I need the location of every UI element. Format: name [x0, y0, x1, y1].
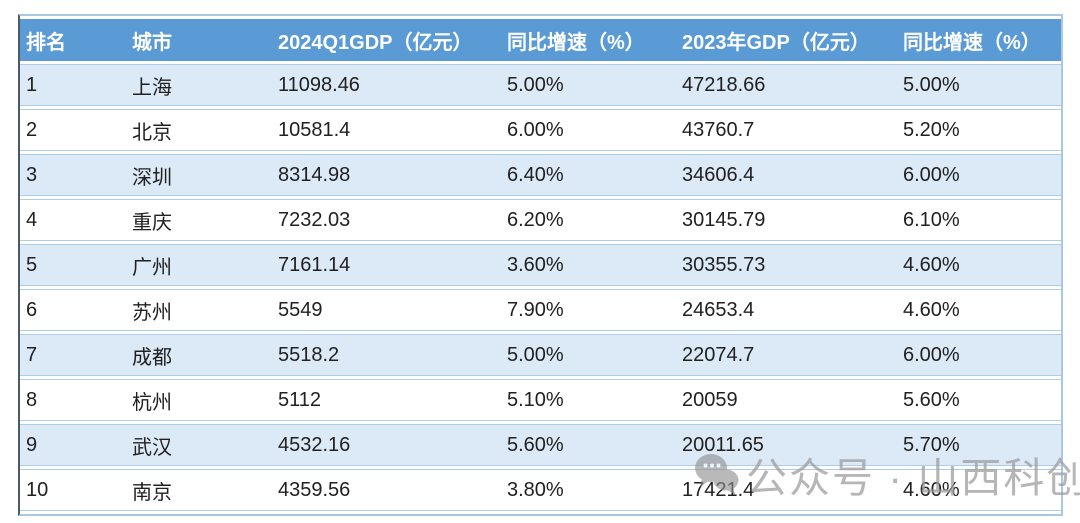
gdp23-cell: 24653.4	[676, 289, 897, 331]
gdp23-cell: 20059	[676, 379, 897, 421]
gdp24-cell: 5549	[272, 289, 501, 331]
yoy23-cell: 5.70%	[897, 424, 1061, 466]
yoy23-cell: 5.20%	[897, 109, 1061, 151]
yoy24-cell: 6.00%	[501, 109, 676, 151]
city-cell: 上海	[126, 64, 272, 106]
gdp-table: 排名 城市 2024Q1GDP（亿元） 同比增速（%） 2023年GDP（亿元）…	[18, 14, 1063, 516]
gdp24-cell: 7161.14	[272, 244, 501, 286]
gdp24-cell: 4532.16	[272, 424, 501, 466]
rank-cell: 9	[20, 424, 126, 466]
table-row: 1 上海 11098.46 5.00% 47218.66 5.00%	[20, 64, 1061, 106]
table-row: 5 广州 7161.14 3.60% 30355.73 4.60%	[20, 244, 1061, 286]
yoy24-cell: 5.10%	[501, 379, 676, 421]
table-row: 7 成都 5518.2 5.00% 22074.7 6.00%	[20, 334, 1061, 376]
table-row: 10 南京 4359.56 3.80% 17421.4 4.60%	[20, 469, 1061, 511]
gdp23-cell: 22074.7	[676, 334, 897, 376]
gdp23-cell: 43760.7	[676, 109, 897, 151]
gdp24-cell: 7232.03	[272, 199, 501, 241]
rank-cell: 6	[20, 289, 126, 331]
city-cell: 杭州	[126, 379, 272, 421]
rank-cell: 8	[20, 379, 126, 421]
city-cell: 武汉	[126, 424, 272, 466]
yoy23-cell: 4.60%	[897, 289, 1061, 331]
gdp23-cell: 30145.79	[676, 199, 897, 241]
col-header-gdp-2024q1: 2024Q1GDP（亿元）	[272, 19, 501, 61]
city-cell: 北京	[126, 109, 272, 151]
gdp23-cell: 20011.65	[676, 424, 897, 466]
col-header-rank: 排名	[20, 19, 126, 61]
rank-cell: 4	[20, 199, 126, 241]
yoy24-cell: 7.90%	[501, 289, 676, 331]
yoy24-cell: 6.20%	[501, 199, 676, 241]
rank-cell: 10	[20, 469, 126, 511]
col-header-city: 城市	[126, 19, 272, 61]
table-row: 9 武汉 4532.16 5.60% 20011.65 5.70%	[20, 424, 1061, 466]
col-header-yoy-2024: 同比增速（%）	[501, 19, 676, 61]
gdp24-cell: 5112	[272, 379, 501, 421]
gdp24-cell: 10581.4	[272, 109, 501, 151]
table-row: 8 杭州 5112 5.10% 20059 5.60%	[20, 379, 1061, 421]
city-cell: 南京	[126, 469, 272, 511]
yoy24-cell: 5.00%	[501, 334, 676, 376]
table-row: 2 北京 10581.4 6.00% 43760.7 5.20%	[20, 109, 1061, 151]
yoy24-cell: 5.60%	[501, 424, 676, 466]
yoy23-cell: 4.60%	[897, 469, 1061, 511]
yoy23-cell: 6.10%	[897, 199, 1061, 241]
rank-cell: 1	[20, 64, 126, 106]
gdp23-cell: 30355.73	[676, 244, 897, 286]
table-row: 4 重庆 7232.03 6.20% 30145.79 6.10%	[20, 199, 1061, 241]
gdp24-cell: 4359.56	[272, 469, 501, 511]
yoy23-cell: 4.60%	[897, 244, 1061, 286]
gdp23-cell: 34606.4	[676, 154, 897, 196]
city-cell: 重庆	[126, 199, 272, 241]
header-row: 排名 城市 2024Q1GDP（亿元） 同比增速（%） 2023年GDP（亿元）…	[20, 19, 1061, 61]
city-gdp-table: 排名 城市 2024Q1GDP（亿元） 同比增速（%） 2023年GDP（亿元）…	[20, 16, 1061, 514]
rank-cell: 7	[20, 334, 126, 376]
city-cell: 苏州	[126, 289, 272, 331]
rank-cell: 3	[20, 154, 126, 196]
table-row: 6 苏州 5549 7.90% 24653.4 4.60%	[20, 289, 1061, 331]
yoy24-cell: 5.00%	[501, 64, 676, 106]
col-header-yoy-2023: 同比增速（%）	[897, 19, 1061, 61]
yoy24-cell: 6.40%	[501, 154, 676, 196]
city-cell: 广州	[126, 244, 272, 286]
gdp24-cell: 5518.2	[272, 334, 501, 376]
gdp23-cell: 47218.66	[676, 64, 897, 106]
gdp24-cell: 8314.98	[272, 154, 501, 196]
rank-cell: 2	[20, 109, 126, 151]
yoy23-cell: 5.00%	[897, 64, 1061, 106]
col-header-gdp-2023: 2023年GDP（亿元）	[676, 19, 897, 61]
gdp23-cell: 17421.4	[676, 469, 897, 511]
city-cell: 深圳	[126, 154, 272, 196]
yoy23-cell: 5.60%	[897, 379, 1061, 421]
yoy24-cell: 3.60%	[501, 244, 676, 286]
yoy23-cell: 6.00%	[897, 334, 1061, 376]
city-cell: 成都	[126, 334, 272, 376]
yoy24-cell: 3.80%	[501, 469, 676, 511]
table-row: 3 深圳 8314.98 6.40% 34606.4 6.00%	[20, 154, 1061, 196]
yoy23-cell: 6.00%	[897, 154, 1061, 196]
rank-cell: 5	[20, 244, 126, 286]
gdp24-cell: 11098.46	[272, 64, 501, 106]
